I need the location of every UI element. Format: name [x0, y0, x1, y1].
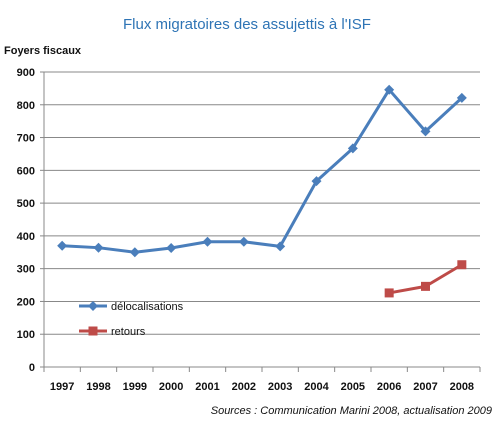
x-tick-label: 2003: [268, 381, 292, 393]
data-point: [88, 326, 98, 336]
y-tick-label: 200: [17, 296, 35, 308]
source-note: Sources : Communication Marini 2008, act…: [211, 405, 492, 417]
x-tick-label: 2002: [232, 381, 256, 393]
data-point: [421, 281, 430, 291]
data-point: [384, 84, 395, 95]
x-tick-label: 2005: [341, 381, 365, 393]
data-point: [275, 241, 286, 252]
data-point: [57, 240, 68, 251]
x-tick-label: 2001: [195, 381, 219, 393]
data-point: [384, 288, 394, 298]
x-tick-label: 1997: [50, 381, 74, 393]
series-line: [62, 88, 463, 254]
chart-title: Flux migratoires des assujettis à l'ISF: [123, 16, 371, 33]
data-point: [202, 236, 213, 247]
data-point: [238, 236, 249, 247]
axes: [40, 71, 481, 372]
data-point: [457, 260, 467, 270]
legend-label: délocalisations: [111, 301, 184, 313]
data-point: [93, 242, 104, 253]
legend-item: retours: [79, 326, 146, 338]
y-tick-label: 300: [17, 264, 35, 276]
legend: délocalisations retours: [79, 301, 184, 338]
data-point: [88, 301, 98, 311]
series-retours: [384, 260, 467, 298]
legend-item: délocalisations: [79, 301, 184, 313]
y-tick-label: 600: [17, 165, 35, 177]
y-tick-labels: 0 100 200 300 400 500 600 700 800 900: [17, 67, 35, 374]
x-tick-label: 1999: [123, 381, 147, 393]
x-tick-labels: 1997 1998 1999 2000 2001 2002 2003 2004 2005 2006…: [50, 381, 474, 393]
legend-label: retours: [111, 326, 146, 338]
data-point: [129, 247, 140, 258]
y-tick-label: 700: [17, 133, 35, 145]
y-tick-label: 0: [29, 362, 35, 374]
data-point: [420, 126, 431, 137]
y-tick-label: 500: [17, 198, 35, 210]
x-tick-label: 1998: [86, 381, 110, 393]
gridlines: [44, 71, 480, 335]
data-point: [456, 92, 467, 103]
series-layer: [57, 84, 467, 298]
x-tick-label: 2000: [159, 381, 183, 393]
x-tick-label: 2007: [413, 381, 437, 393]
data-point: [311, 176, 322, 187]
series-délocalisations: [57, 84, 467, 258]
x-tick-label: 2008: [450, 381, 474, 393]
y-axis-label: Foyers fiscaux: [4, 45, 82, 57]
data-point: [166, 243, 177, 254]
data-point: [347, 143, 358, 154]
x-tick-label: 2004: [304, 381, 329, 393]
y-tick-label: 100: [17, 329, 35, 341]
y-tick-label: 900: [17, 67, 35, 79]
y-tick-label: 400: [17, 231, 35, 243]
x-tick-label: 2006: [377, 381, 401, 393]
y-tick-label: 800: [17, 100, 35, 112]
